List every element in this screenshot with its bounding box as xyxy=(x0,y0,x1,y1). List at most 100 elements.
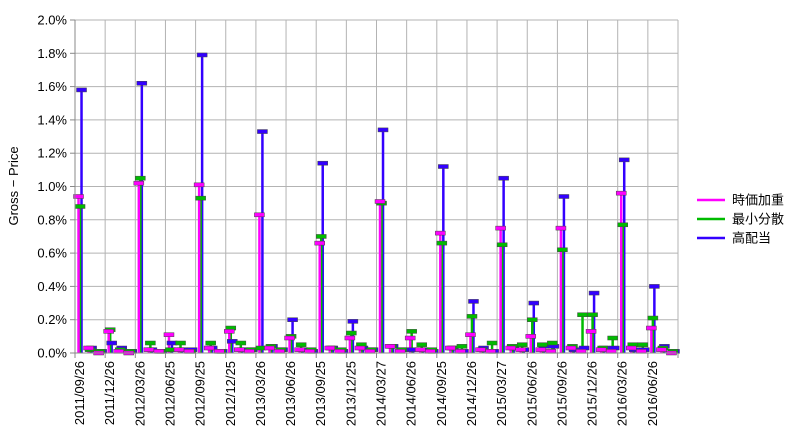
series-1-point xyxy=(525,334,537,339)
series-1-point xyxy=(354,345,366,351)
series-1-point xyxy=(294,347,305,352)
series-2-point xyxy=(516,342,528,347)
series-2-point xyxy=(577,312,588,317)
y-tick-label: 1.6% xyxy=(37,79,67,94)
series-1-point xyxy=(103,329,114,334)
x-tick-label: 2015/06/26 xyxy=(524,361,539,426)
series-2-point xyxy=(406,329,417,334)
y-axis-title: Gross − Price xyxy=(6,146,21,225)
series-3-point xyxy=(196,52,208,58)
series-1-point xyxy=(344,335,356,341)
series-2-point xyxy=(346,330,357,336)
y-tick-label: 1.0% xyxy=(37,179,67,194)
x-tick-label: 2014/03/27 xyxy=(374,361,389,426)
series-3-point xyxy=(136,81,148,86)
x-tick-label: 2011/09/26 xyxy=(72,361,87,425)
series-1-point xyxy=(73,194,84,199)
y-tick-label: 1.4% xyxy=(37,112,67,127)
y-axis-ticks: 0.0% 0.2% 0.4% 0.6% 0.8% 1.0% 1.2% 1.4% 1.6% 1.8%… xyxy=(37,13,75,361)
series-1-point xyxy=(264,345,275,351)
series-1-point xyxy=(656,347,667,352)
x-tick-label: 2014/09/25 xyxy=(434,361,449,426)
series-1-point xyxy=(374,199,386,204)
series-1-point xyxy=(284,335,295,341)
y-tick-label: 1.2% xyxy=(37,146,67,161)
series-1-point xyxy=(143,347,155,352)
series-1-point xyxy=(515,347,526,352)
series-1-point xyxy=(585,329,597,334)
series-2-point xyxy=(175,340,186,346)
x-tick-label: 2013/03/26 xyxy=(253,361,268,426)
x-axis-ticks: 2011/09/26 2011/12/26 2012/03/26 2012/06/25… xyxy=(72,353,679,426)
x-tick-label: 2012/06/25 xyxy=(162,361,177,426)
series-1-point xyxy=(254,212,265,218)
y-tick-label: 1.8% xyxy=(37,46,67,61)
series-1-point xyxy=(555,225,567,231)
series-3-point xyxy=(468,299,479,304)
series-3-point xyxy=(347,319,359,324)
series-3-point xyxy=(618,157,630,163)
x-tick-label: 2015/03/27 xyxy=(494,361,509,426)
series-3-point xyxy=(498,175,509,181)
series-1-point xyxy=(435,230,446,236)
series-2-point xyxy=(74,204,86,209)
x-tick-label: 2013/09/25 xyxy=(313,361,328,426)
series-1-point xyxy=(203,345,215,351)
series-2-point xyxy=(607,335,618,341)
series-1-point xyxy=(445,345,456,351)
x-tick-label: 2013/12/25 xyxy=(343,361,358,426)
series-1-point xyxy=(465,332,476,337)
series-3-point xyxy=(377,127,389,133)
series-3-point xyxy=(649,284,660,289)
x-tick-label: 2015/09/26 xyxy=(554,361,569,426)
y-tick-label: 0.4% xyxy=(37,279,67,294)
series-3-point xyxy=(257,129,268,134)
series-2-point xyxy=(557,247,568,253)
series-1-point xyxy=(83,345,94,351)
series-1-point xyxy=(626,345,637,351)
series-1-point xyxy=(314,240,325,246)
legend-label: 高配当 xyxy=(732,231,771,247)
y-tick-label: 0.2% xyxy=(37,312,67,327)
x-tick-label: 2014/06/26 xyxy=(404,361,419,426)
series-1-point xyxy=(234,347,245,352)
series-1-point xyxy=(324,345,336,351)
series-1-point xyxy=(495,225,506,231)
series-3-point xyxy=(528,300,540,306)
y-tick-label: 0.6% xyxy=(37,246,67,261)
x-tick-label: 2011/12/26 xyxy=(102,361,117,425)
series-1-point xyxy=(224,329,235,334)
series-2-point xyxy=(315,234,327,239)
x-tick-label: 2012/12/25 xyxy=(223,361,238,426)
grid xyxy=(74,19,679,354)
y-tick-label: 0.0% xyxy=(37,346,67,361)
series-3-point xyxy=(438,164,449,169)
x-tick-label: 2013/06/26 xyxy=(283,361,298,426)
series-3-point xyxy=(317,160,328,166)
x-tick-label: 2015/12/26 xyxy=(585,361,600,426)
x-tick-label: 2012/03/26 xyxy=(132,361,147,426)
series-1-point xyxy=(505,345,516,351)
series-2-point xyxy=(436,240,448,246)
x-tick-label: 2016/03/26 xyxy=(615,361,630,426)
series-2-point xyxy=(496,242,508,248)
series-1-point xyxy=(384,344,396,349)
series-2-point xyxy=(486,340,498,346)
x-tick-label: 2016/06/26 xyxy=(645,361,660,426)
series-2-point xyxy=(295,342,307,347)
series-1-point xyxy=(565,345,577,351)
series-2-point xyxy=(537,342,548,347)
series-2-point xyxy=(527,317,538,322)
series-1-point xyxy=(193,182,205,188)
series-2-point xyxy=(235,340,247,346)
series-2-point xyxy=(135,175,146,181)
series-lines xyxy=(77,54,676,353)
series-3-point xyxy=(287,317,298,322)
series-2-point xyxy=(637,342,649,347)
series-1-point xyxy=(404,335,416,341)
series-1-point xyxy=(173,347,185,352)
legend-label: 最小分散 xyxy=(732,213,784,228)
series-3-point xyxy=(76,87,87,93)
